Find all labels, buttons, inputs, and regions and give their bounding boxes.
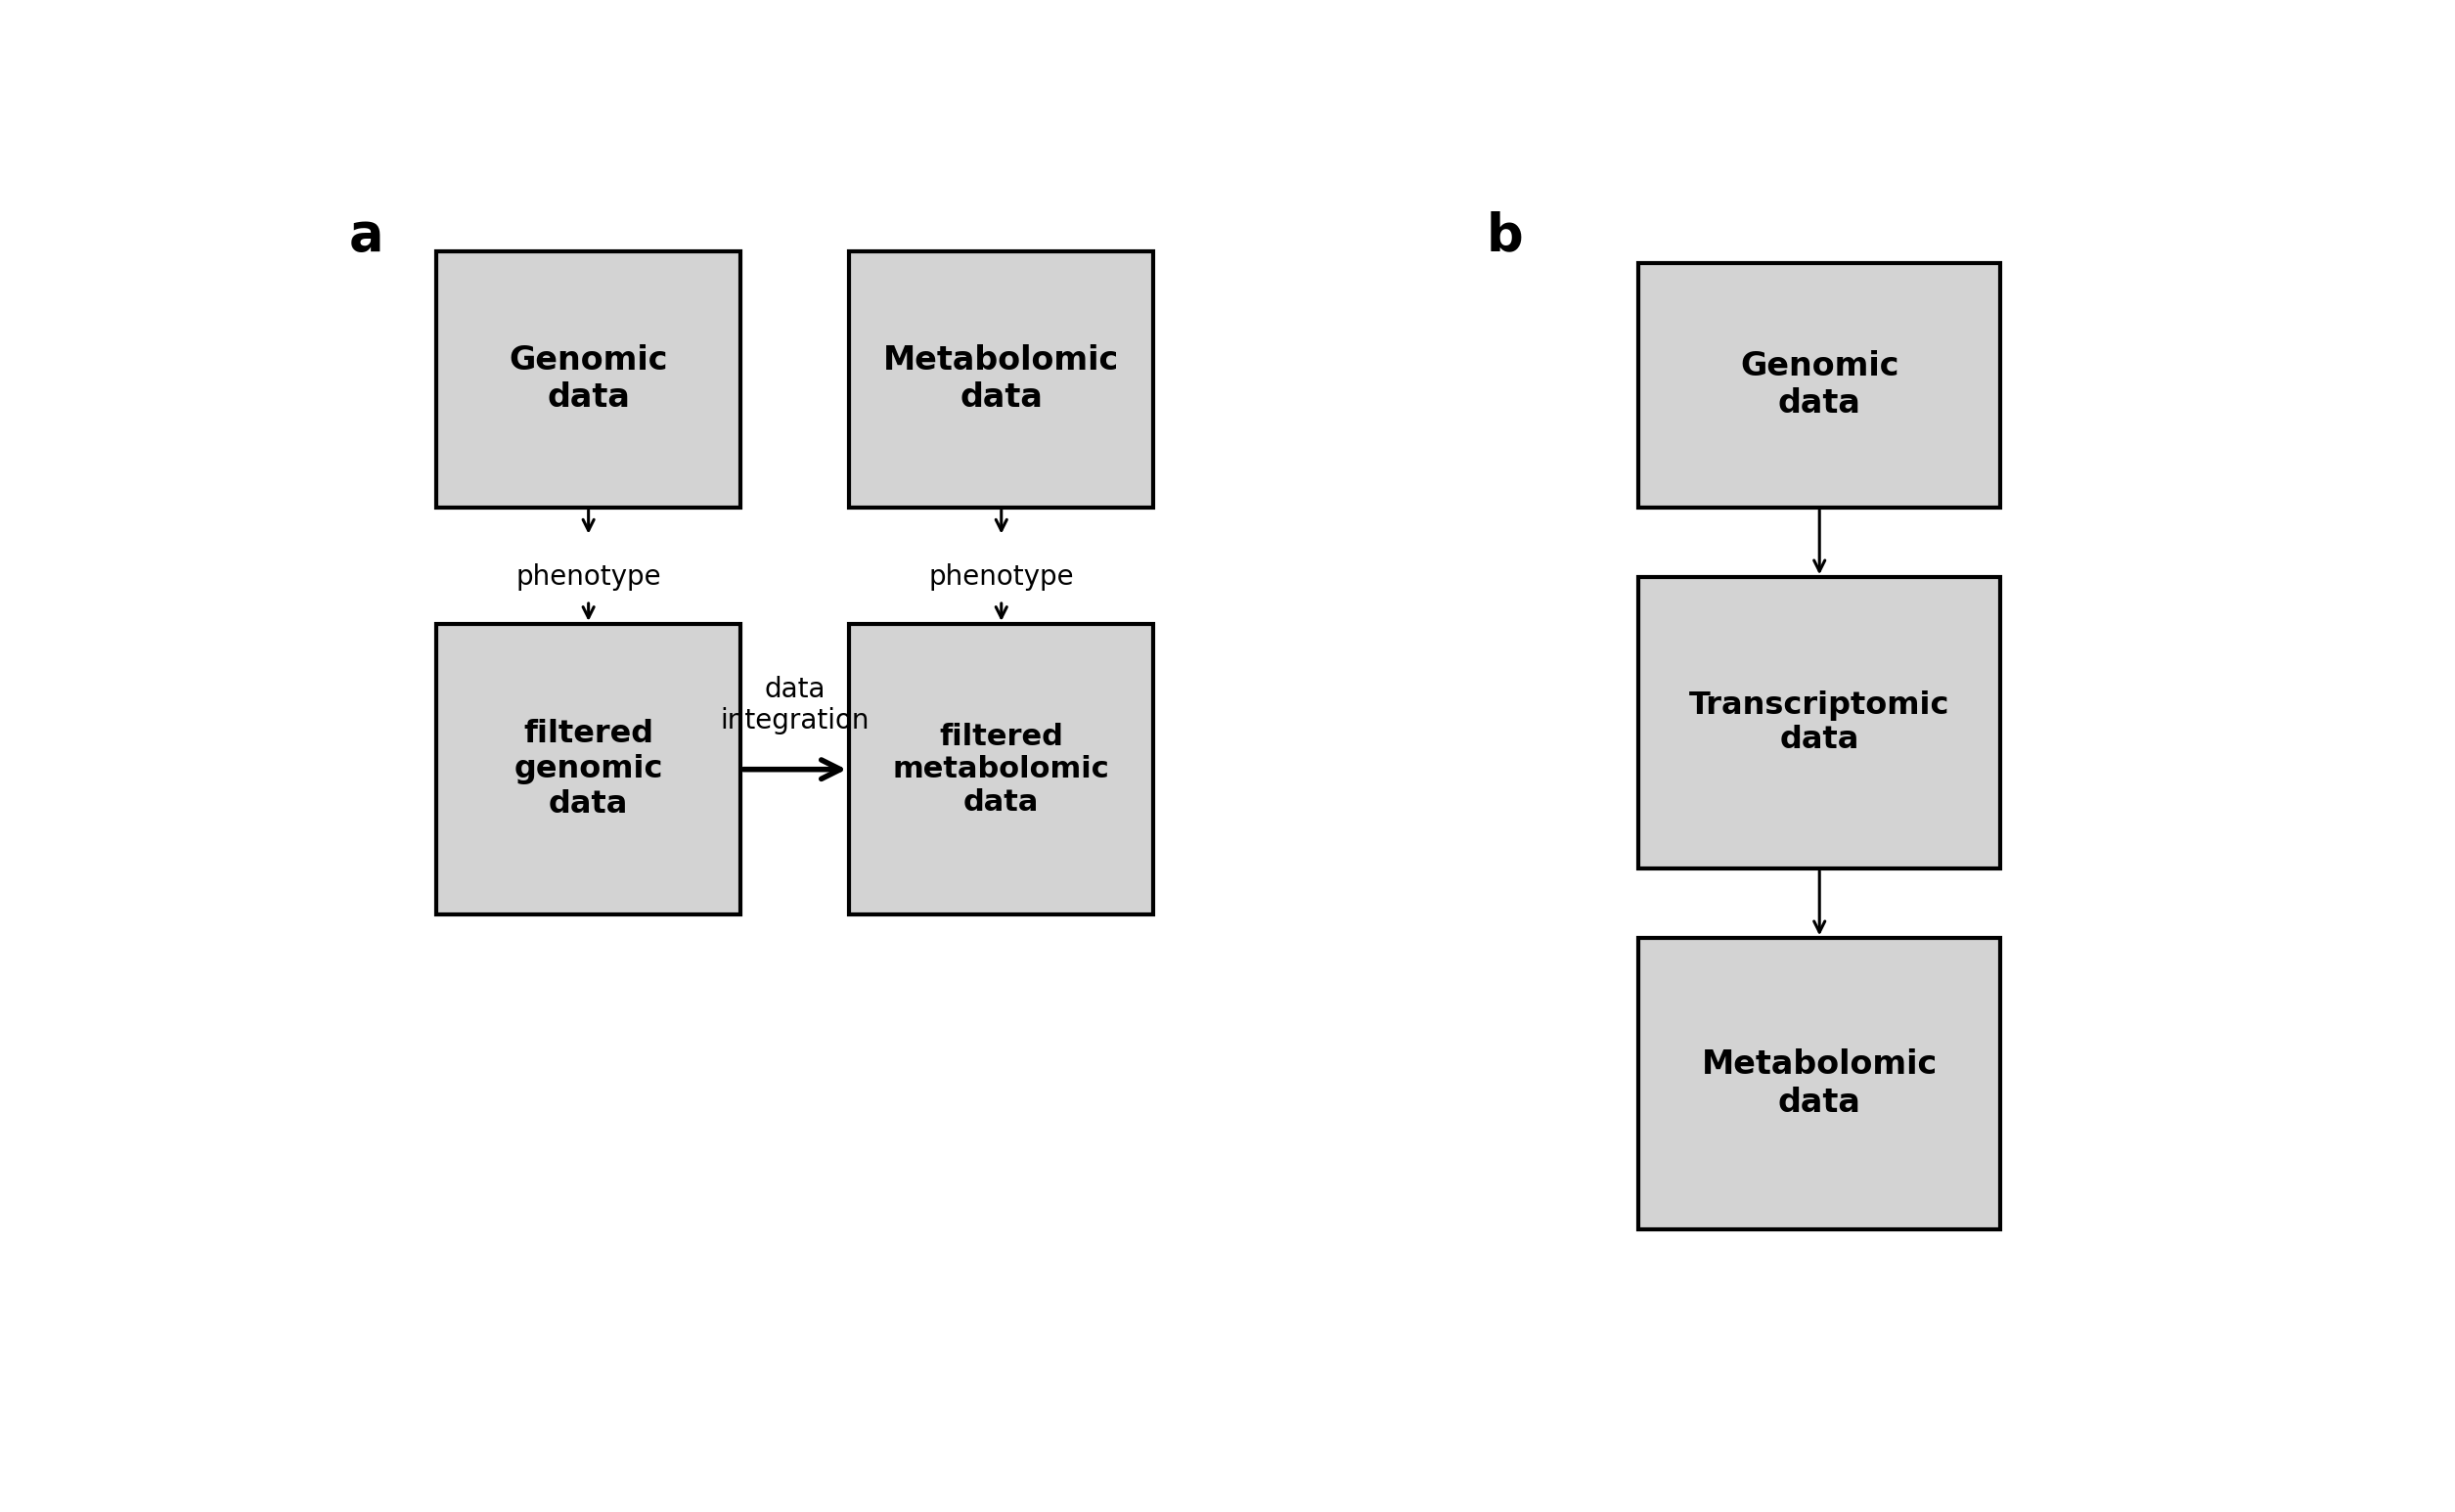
Bar: [437, 251, 741, 508]
Text: a: a: [349, 210, 383, 262]
Text: filtered
genomic
data: filtered genomic data: [513, 720, 663, 820]
Text: data
integration: data integration: [719, 676, 869, 735]
Bar: [1640, 263, 2001, 508]
Text: Metabolomic
data: Metabolomic data: [1701, 1049, 1937, 1119]
Text: Transcriptomic
data: Transcriptomic data: [1689, 689, 1949, 756]
Text: Metabolomic
data: Metabolomic data: [884, 345, 1119, 414]
Text: phenotype: phenotype: [928, 564, 1073, 591]
Text: Genomic
data: Genomic data: [1741, 351, 1898, 420]
Bar: [1640, 937, 2001, 1229]
Text: b: b: [1488, 210, 1525, 262]
Text: phenotype: phenotype: [516, 564, 660, 591]
Bar: [1640, 578, 2001, 868]
Bar: [849, 251, 1154, 508]
Text: filtered
metabolomic
data: filtered metabolomic data: [894, 723, 1110, 816]
Text: Genomic
data: Genomic data: [508, 345, 668, 414]
Bar: [437, 624, 741, 915]
Bar: [849, 624, 1154, 915]
